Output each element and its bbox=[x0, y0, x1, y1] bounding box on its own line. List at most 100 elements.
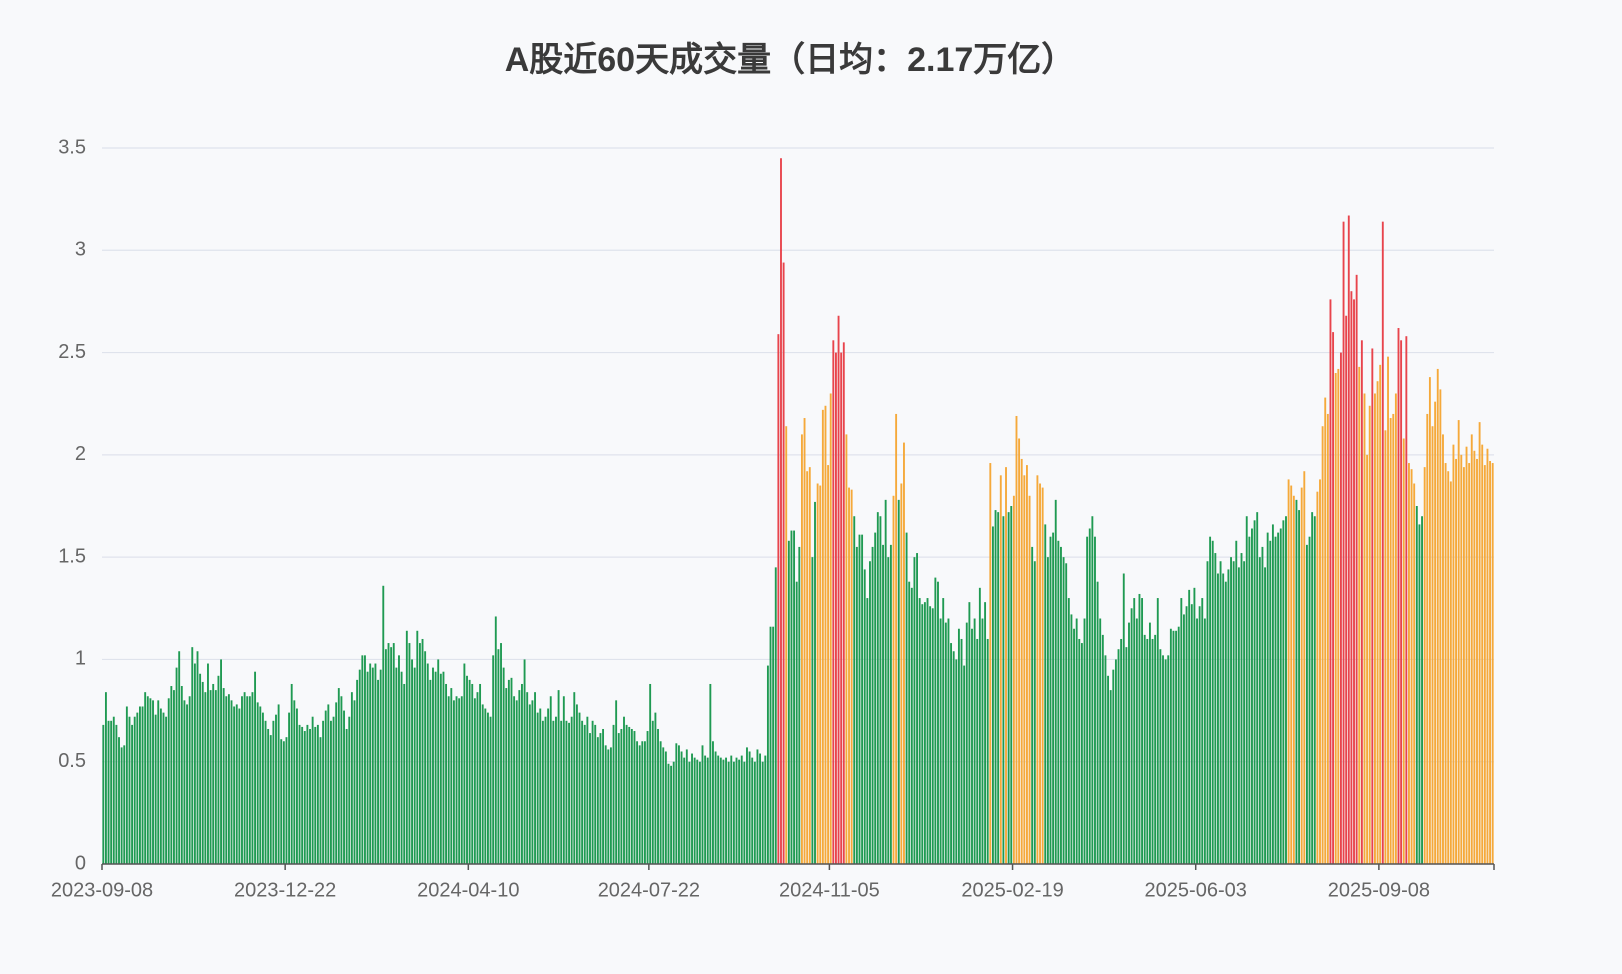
bar bbox=[518, 690, 521, 864]
bar bbox=[1468, 463, 1471, 864]
bar bbox=[1324, 397, 1327, 864]
bar bbox=[1326, 413, 1329, 864]
bar bbox=[1096, 581, 1099, 864]
bar bbox=[903, 442, 905, 864]
bar bbox=[1177, 626, 1180, 864]
bar bbox=[1421, 516, 1423, 864]
bar bbox=[539, 708, 542, 864]
bar bbox=[578, 712, 581, 864]
bar bbox=[167, 698, 170, 864]
bar bbox=[170, 686, 173, 864]
bar bbox=[1418, 524, 1421, 864]
bar bbox=[413, 667, 416, 864]
bar bbox=[861, 534, 864, 864]
bar bbox=[746, 747, 748, 864]
bar bbox=[466, 675, 468, 864]
bar bbox=[963, 665, 966, 864]
bar bbox=[327, 704, 330, 864]
bar bbox=[1303, 471, 1306, 864]
bar bbox=[149, 698, 152, 864]
bar bbox=[1167, 655, 1170, 864]
bar bbox=[1442, 434, 1444, 864]
bar bbox=[732, 761, 735, 864]
bar bbox=[950, 643, 953, 864]
bar bbox=[204, 692, 207, 864]
bar bbox=[398, 655, 400, 864]
bar bbox=[1489, 460, 1492, 864]
bar bbox=[1347, 215, 1350, 865]
bar bbox=[633, 731, 636, 864]
bar bbox=[536, 712, 539, 864]
y-tick-label: 1.5 bbox=[58, 545, 86, 567]
bar bbox=[599, 733, 602, 864]
bar bbox=[1203, 618, 1206, 864]
bar bbox=[123, 745, 126, 864]
bar bbox=[1151, 638, 1154, 864]
bar bbox=[209, 690, 212, 864]
bar bbox=[267, 728, 270, 864]
bar bbox=[293, 700, 296, 864]
bar bbox=[502, 667, 505, 864]
bar bbox=[573, 692, 576, 864]
bar bbox=[1381, 221, 1384, 864]
bar bbox=[1339, 352, 1342, 864]
bar bbox=[1457, 420, 1460, 864]
x-tick-label: 2023-12-22 bbox=[234, 879, 336, 901]
bar bbox=[735, 757, 738, 864]
bar bbox=[696, 759, 699, 864]
bar bbox=[1188, 589, 1191, 864]
bar bbox=[973, 618, 976, 864]
bar bbox=[1120, 638, 1123, 864]
bar bbox=[777, 334, 780, 864]
bar bbox=[568, 722, 570, 864]
bar bbox=[345, 728, 348, 864]
bar bbox=[437, 659, 440, 864]
bar bbox=[931, 608, 934, 864]
bar bbox=[866, 598, 869, 864]
bar bbox=[136, 712, 139, 864]
bar bbox=[910, 587, 913, 864]
bar bbox=[366, 671, 369, 864]
bar bbox=[1410, 469, 1413, 864]
bar bbox=[1185, 606, 1188, 864]
bar bbox=[1062, 557, 1065, 864]
bar bbox=[965, 622, 968, 864]
bar bbox=[1363, 393, 1366, 864]
bar bbox=[780, 158, 782, 864]
bar bbox=[1180, 598, 1183, 864]
bar bbox=[1452, 444, 1455, 864]
bar bbox=[581, 720, 584, 864]
bar bbox=[727, 761, 730, 864]
bar bbox=[1005, 467, 1007, 864]
bar bbox=[1175, 630, 1178, 864]
bar bbox=[1473, 450, 1476, 864]
bar bbox=[1232, 561, 1235, 864]
bar bbox=[505, 688, 508, 864]
bar bbox=[887, 557, 890, 864]
bar bbox=[952, 651, 955, 864]
bar bbox=[871, 546, 874, 864]
bar bbox=[272, 720, 275, 864]
bar bbox=[1198, 606, 1201, 864]
bar bbox=[680, 751, 683, 864]
bar bbox=[1345, 315, 1348, 865]
bar bbox=[1164, 659, 1167, 864]
bar bbox=[146, 696, 149, 864]
bar bbox=[1094, 536, 1096, 864]
bar bbox=[1099, 618, 1102, 864]
bar bbox=[688, 761, 691, 864]
bar bbox=[243, 692, 246, 864]
bar bbox=[1148, 622, 1151, 864]
bar bbox=[1054, 499, 1057, 864]
bar bbox=[821, 409, 824, 864]
bar bbox=[183, 700, 186, 864]
bar bbox=[1002, 516, 1005, 864]
bar bbox=[212, 683, 215, 864]
x-tick-label: 2025-02-19 bbox=[961, 879, 1063, 901]
bar bbox=[233, 706, 236, 864]
x-tick-label: 2025-09-08 bbox=[1328, 879, 1430, 901]
bar bbox=[1109, 690, 1112, 864]
bar bbox=[667, 763, 670, 864]
bar bbox=[1201, 598, 1204, 864]
